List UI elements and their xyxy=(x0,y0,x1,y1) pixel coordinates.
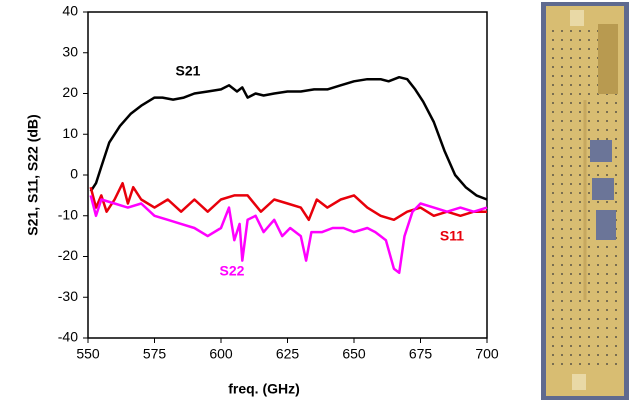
y-tick-label: 10 xyxy=(62,125,78,141)
y-tick-label: 30 xyxy=(62,43,78,59)
y-axis-label: S21, S11, S22 (dB) xyxy=(25,114,41,235)
y-tick-label: -10 xyxy=(58,206,78,222)
plot-frame xyxy=(87,11,488,339)
y-tick-label: -40 xyxy=(58,329,78,345)
x-tick-label: 550 xyxy=(76,346,100,362)
y-tick-label: -20 xyxy=(58,247,78,263)
y-tick-label: 40 xyxy=(62,3,78,19)
x-tick-label: 650 xyxy=(342,346,366,362)
chip-photo xyxy=(541,2,629,400)
x-axis-label: freq. (GHz) xyxy=(228,381,300,397)
series-line xyxy=(89,75,488,201)
series-line xyxy=(89,181,487,222)
x-tick-label: 625 xyxy=(276,346,300,362)
x-tick-label: 700 xyxy=(475,346,499,362)
x-tick-label: 675 xyxy=(409,346,433,362)
series-line xyxy=(89,195,488,275)
x-tick-label: 575 xyxy=(143,346,167,362)
series-label: S11 xyxy=(440,228,464,244)
x-tick-label: 600 xyxy=(209,346,233,362)
series-label: S22 xyxy=(220,263,245,279)
series-label: S21 xyxy=(176,63,201,79)
y-tick-label: -30 xyxy=(58,288,78,304)
y-tick-label: 20 xyxy=(62,84,78,100)
y-tick-label: 0 xyxy=(70,166,78,182)
